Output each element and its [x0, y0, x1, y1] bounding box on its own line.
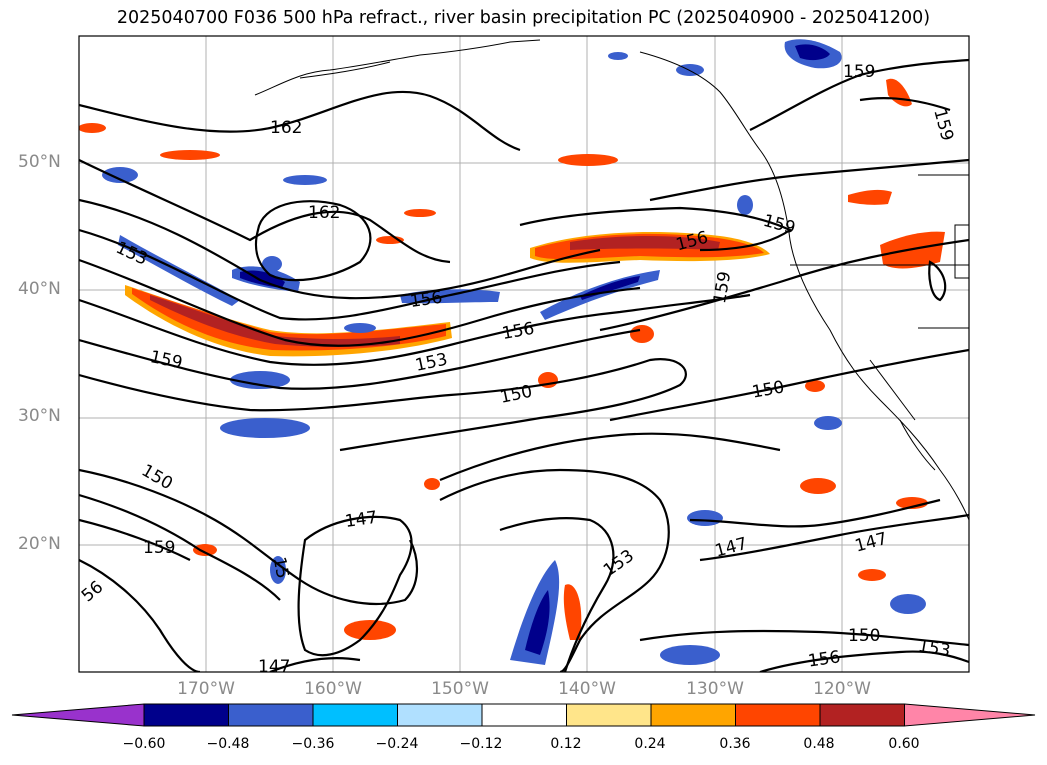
lon-label: 150°W: [431, 679, 489, 699]
map-frame: [78, 35, 970, 673]
contour-label: 156: [807, 647, 842, 671]
precip-shading: [79, 39, 945, 665]
contour-label: 147: [258, 657, 290, 677]
colorbar-segment: [397, 703, 483, 727]
colorbar-extend-low: [11, 703, 145, 727]
contour-label: 162: [270, 118, 302, 138]
colorbar-segment: [228, 703, 314, 727]
lon-label: 170°W: [177, 679, 235, 699]
colorbar-segment: [143, 703, 229, 727]
colorbar-segment: [650, 703, 736, 727]
colorbar-tick-label: −0.12: [459, 736, 503, 752]
colorbar-tick-label: 0.12: [550, 736, 582, 752]
colorbar-tick-label: 0.24: [634, 736, 666, 752]
lon-label: 120°W: [813, 679, 871, 699]
map-title: 2025040700 F036 500 hPa refract., river …: [116, 8, 931, 28]
colorbar-segment: [481, 703, 567, 727]
colorbar-extend-high: [904, 703, 1036, 727]
colorbar-segment: [819, 703, 905, 727]
colorbar-tick-label: −0.36: [291, 736, 335, 752]
lat-label: 30°N: [18, 406, 61, 426]
colorbar-segment: [735, 703, 821, 727]
colorbar-tick-label: 0.36: [719, 736, 751, 752]
lon-label: 130°W: [686, 679, 744, 699]
lon-label: 160°W: [304, 679, 362, 699]
lat-label: 40°N: [18, 279, 61, 299]
contour-label: 159: [843, 62, 875, 82]
lat-label: 20°N: [18, 534, 61, 554]
contour-label: 147: [344, 508, 379, 532]
contour-label: 156: [409, 288, 444, 312]
colorbar-segment: [566, 703, 652, 727]
lon-label: 140°W: [558, 679, 616, 699]
refractivity-contours: [79, 58, 969, 672]
lat-label: 50°N: [18, 152, 61, 172]
colorbar: [11, 703, 1036, 727]
contour-label: 159: [143, 538, 175, 558]
contour-label: 162: [308, 203, 340, 223]
contour-label: 15: [269, 555, 292, 580]
colorbar-tick-label: 0.60: [888, 736, 920, 752]
colorbar-tick-label: −0.60: [122, 736, 166, 752]
coastlines: [254, 39, 969, 521]
colorbar-segment: [312, 703, 398, 727]
colorbar-tick-label: 0.48: [803, 736, 835, 752]
colorbar-tick-label: −0.24: [375, 736, 419, 752]
colorbar-tick-label: −0.48: [206, 736, 250, 752]
contour-label: 150: [848, 626, 880, 646]
